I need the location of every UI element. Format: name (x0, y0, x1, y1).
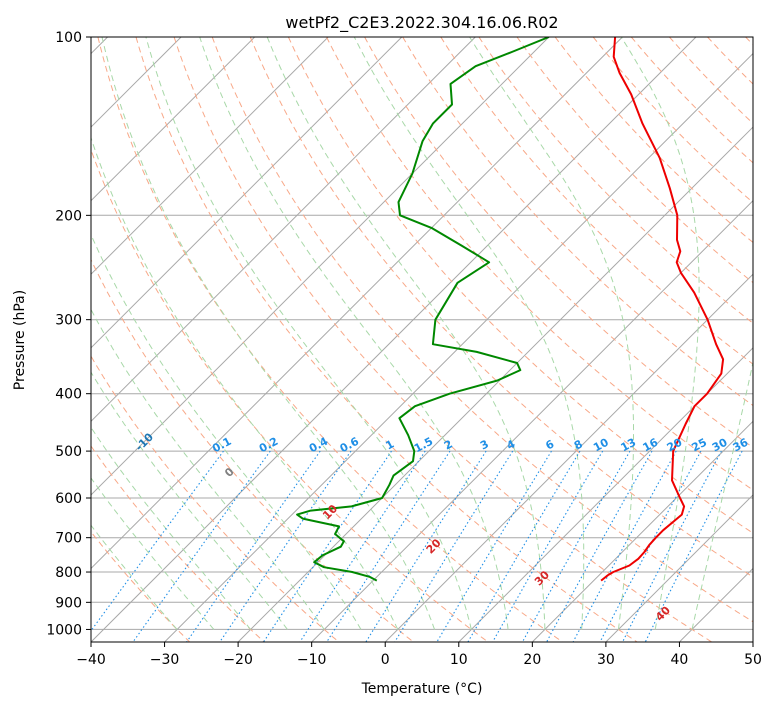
moist-adiabat-line (469, 37, 634, 630)
y-tick-label: 700 (55, 531, 82, 547)
y-axis: 100 200 300 400 500 600 700 800 900 1000 (46, 30, 91, 638)
moist-adiabat-line (91, 426, 252, 630)
mixing-ratio-line (263, 450, 392, 642)
moist-adiabat-line (691, 360, 753, 630)
mixing-ratio-label: 16 (641, 436, 661, 455)
y-tick-label: 200 (55, 208, 82, 224)
dry-adiabat-line (135, 37, 638, 642)
moist-adiabat-line (91, 308, 325, 630)
x-tick-label: 10 (450, 652, 468, 668)
dewpoint-profile (296, 37, 550, 582)
dry-adiabat-line (173, 37, 713, 642)
y-tick-label: 100 (55, 30, 82, 46)
isotherm-line (91, 37, 476, 423)
x-tick-label: 20 (523, 652, 541, 668)
dry-adiabat-line (91, 148, 489, 642)
y-tick-label: 500 (55, 444, 82, 460)
moist-adiabat-line (101, 37, 436, 630)
dry-adiabat-line (249, 37, 753, 578)
dry-adiabat-line (326, 37, 753, 491)
mixing-ratio-line (546, 450, 653, 642)
x-axis: −40 −30 −20 −10 0 10 20 30 40 50 (76, 642, 762, 668)
y-tick-label: 1000 (46, 622, 82, 638)
mixing-ratio-label: 20 (665, 436, 685, 455)
y-tick-label: 800 (55, 565, 82, 581)
moist-adiabat-line (91, 477, 215, 630)
y-axis-label: Pressure (hPa) (12, 290, 28, 390)
dry-adiabat-line (91, 258, 414, 642)
moist-adiabat-line (145, 37, 472, 630)
isotherm-line (91, 37, 256, 202)
dry-adiabat-line (211, 37, 753, 623)
mixing-ratio-line (622, 450, 722, 642)
isotherm-line (531, 420, 753, 642)
x-tick-label: −30 (150, 652, 180, 668)
isotherm-line (164, 52, 753, 642)
x-tick-label: −10 (297, 652, 327, 668)
dry-adiabat-line (97, 37, 563, 642)
dry-adiabat-line (440, 37, 753, 365)
moist-adiabat-line (91, 233, 362, 630)
dry-adiabat-line (287, 37, 753, 534)
moist-adiabat-line (266, 37, 546, 630)
temperature-profile (600, 37, 725, 582)
isotherm-line (91, 37, 623, 570)
mixing-ratio-line (186, 450, 321, 642)
mixing-ratio-line (492, 450, 604, 642)
y-tick-label: 300 (55, 313, 82, 329)
isotherm-line (91, 37, 403, 349)
mixing-ratio-line (644, 450, 743, 642)
x-tick-label: 50 (744, 652, 762, 668)
mixing-ratio-label: 30 (710, 436, 730, 455)
moist-adiabat-line (199, 37, 509, 630)
x-tick-label: −20 (223, 652, 253, 668)
mixing-ratio-label: 25 (689, 436, 709, 455)
mixing-ratio-label: 13 (619, 436, 639, 455)
mixing-ratio-line (522, 450, 631, 642)
mixing-ratio-line (91, 450, 224, 632)
x-tick-label: −40 (76, 652, 106, 668)
isotherm-line (91, 37, 329, 275)
moist-adiabat-line (91, 136, 399, 630)
mixing-ratio-line (394, 450, 514, 642)
isotherm-line (91, 37, 697, 642)
mixing-ratio-label: 36 (731, 436, 751, 455)
plot-frame (90, 36, 754, 643)
y-tick-label: 400 (55, 387, 82, 403)
isotherm-line (384, 273, 753, 642)
isotherm-line (91, 37, 550, 496)
mixing-ratio-line (299, 450, 426, 642)
mixing-ratio-label: 10 (591, 436, 611, 455)
y-tick-label: 600 (55, 491, 82, 507)
x-axis-label: Temperature (°C) (361, 681, 483, 697)
dry-adiabat-line (478, 37, 753, 324)
isotherm-line (458, 347, 753, 642)
x-tick-label: 40 (671, 652, 689, 668)
x-tick-label: 0 (381, 652, 390, 668)
y-tick-label: 900 (55, 595, 82, 611)
moist-adiabat-line (91, 371, 288, 630)
x-tick-label: 30 (597, 652, 615, 668)
isotherm-line (237, 126, 753, 642)
moist-adiabat-line (91, 524, 178, 630)
chart-title: wetPf2_C2E3.2022.304.16.06.R02 (285, 13, 558, 33)
moist-adiabat-line (353, 37, 585, 630)
plot-area (91, 37, 753, 642)
dry-adiabat-line (402, 37, 753, 407)
dry-adiabat-line (91, 445, 265, 642)
isotherm-line (605, 494, 753, 642)
moist-adiabat-line (620, 37, 700, 630)
mixing-ratio-line (572, 450, 677, 642)
mixing-ratio-line (219, 450, 352, 642)
